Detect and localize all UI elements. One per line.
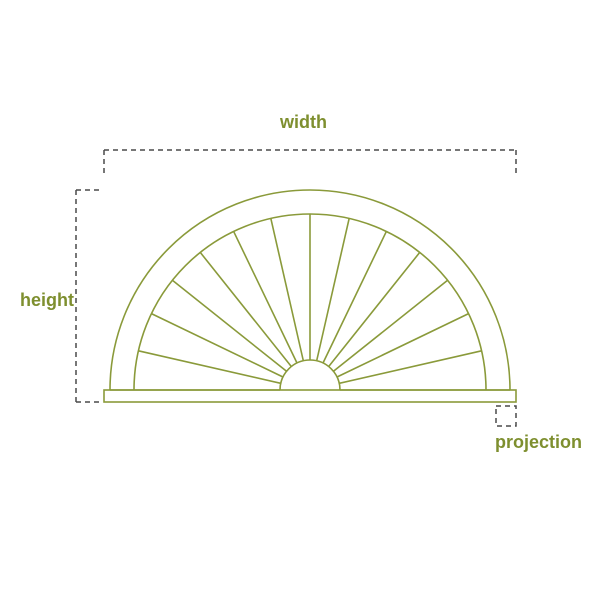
sill	[104, 390, 516, 402]
spoke	[339, 351, 481, 383]
spoke	[172, 280, 286, 371]
spoke	[271, 218, 303, 360]
spoke	[323, 231, 386, 363]
width-label: width	[280, 112, 327, 133]
spoke	[200, 252, 291, 366]
projection-dim-box	[496, 406, 516, 426]
spoke	[333, 280, 447, 371]
spoke	[151, 314, 283, 377]
spoke	[234, 231, 297, 363]
spoke	[329, 252, 420, 366]
spoke	[317, 218, 349, 360]
diagram-svg	[0, 0, 600, 600]
diagram-stage: width height projection	[0, 0, 600, 600]
height-label: height	[20, 290, 74, 311]
spoke	[138, 351, 280, 383]
projection-label: projection	[495, 432, 582, 453]
spoke	[337, 314, 469, 377]
